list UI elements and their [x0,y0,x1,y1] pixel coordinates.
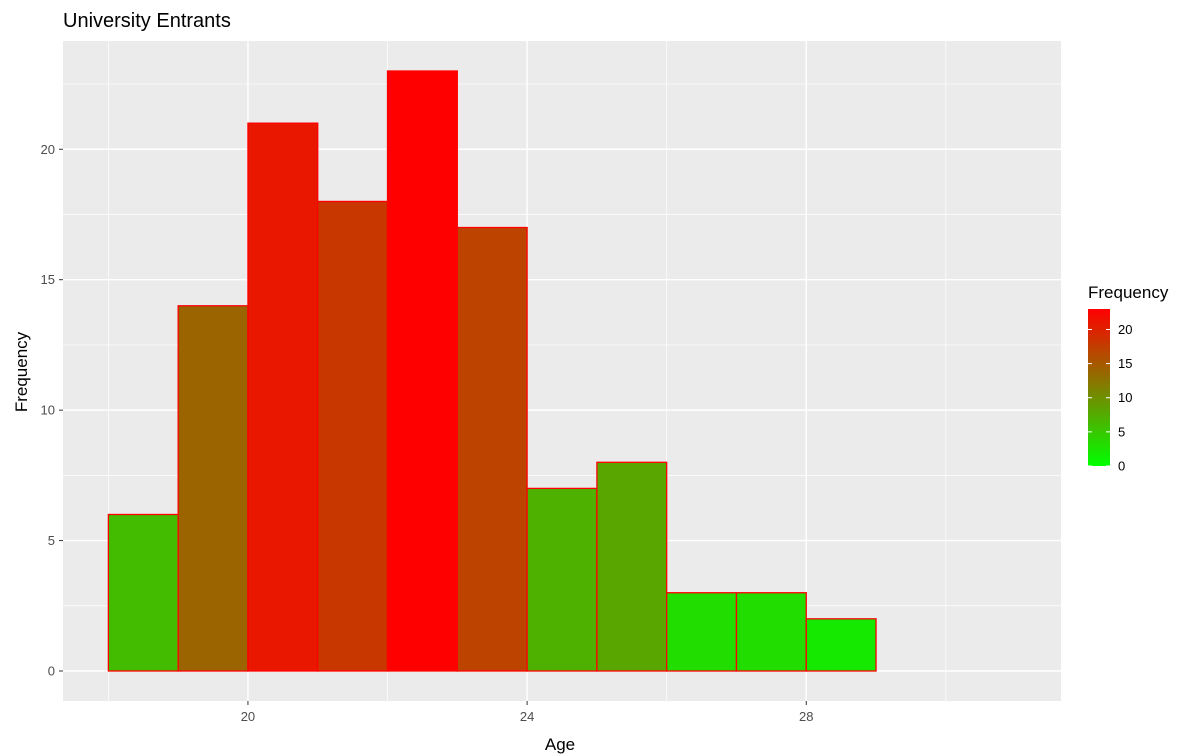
legend-title: Frequency [1088,283,1169,302]
y-tick-label: 5 [48,533,55,548]
x-axis-title: Age [545,735,575,754]
y-axis-title: Frequency [12,331,31,412]
y-tick-label: 0 [48,664,55,679]
histogram-bar-9 [666,592,738,672]
histogram-bar-1 [107,513,179,672]
histogram-bar-8 [596,461,668,672]
y-axis-ticks: 0 5 10 15 20 [41,142,63,679]
chart-title: University Entrants [63,10,231,32]
y-tick-label: 20 [41,142,55,157]
histogram-bars [107,70,877,672]
legend-tick-label: 0 [1118,459,1125,474]
x-tick-label: 24 [520,709,534,724]
histogram-bar-10 [735,592,807,672]
histogram-bar-7 [526,487,598,672]
legend-ticks: 0 5 10 15 20 [1088,322,1132,474]
legend-tick-label: 15 [1118,356,1132,371]
histogram-bar-4 [317,200,389,672]
histogram-bar-6 [456,226,528,672]
x-tick-label: 28 [799,709,813,724]
color-legend: Frequency 0 5 10 15 20 [1088,283,1169,474]
legend-tick-label: 10 [1118,390,1132,405]
histogram-bar-11 [805,618,877,672]
x-axis-ticks: 20 24 28 [241,701,814,724]
legend-tick-label: 5 [1118,424,1125,439]
y-tick-label: 10 [41,403,55,418]
histogram-bar-3 [247,122,319,672]
x-tick-label: 20 [241,709,255,724]
y-tick-label: 15 [41,272,55,287]
legend-tick-label: 20 [1118,322,1132,337]
histogram-bar-2 [177,305,249,672]
histogram-bar-5 [386,70,458,672]
legend-colorbar [1088,309,1110,466]
